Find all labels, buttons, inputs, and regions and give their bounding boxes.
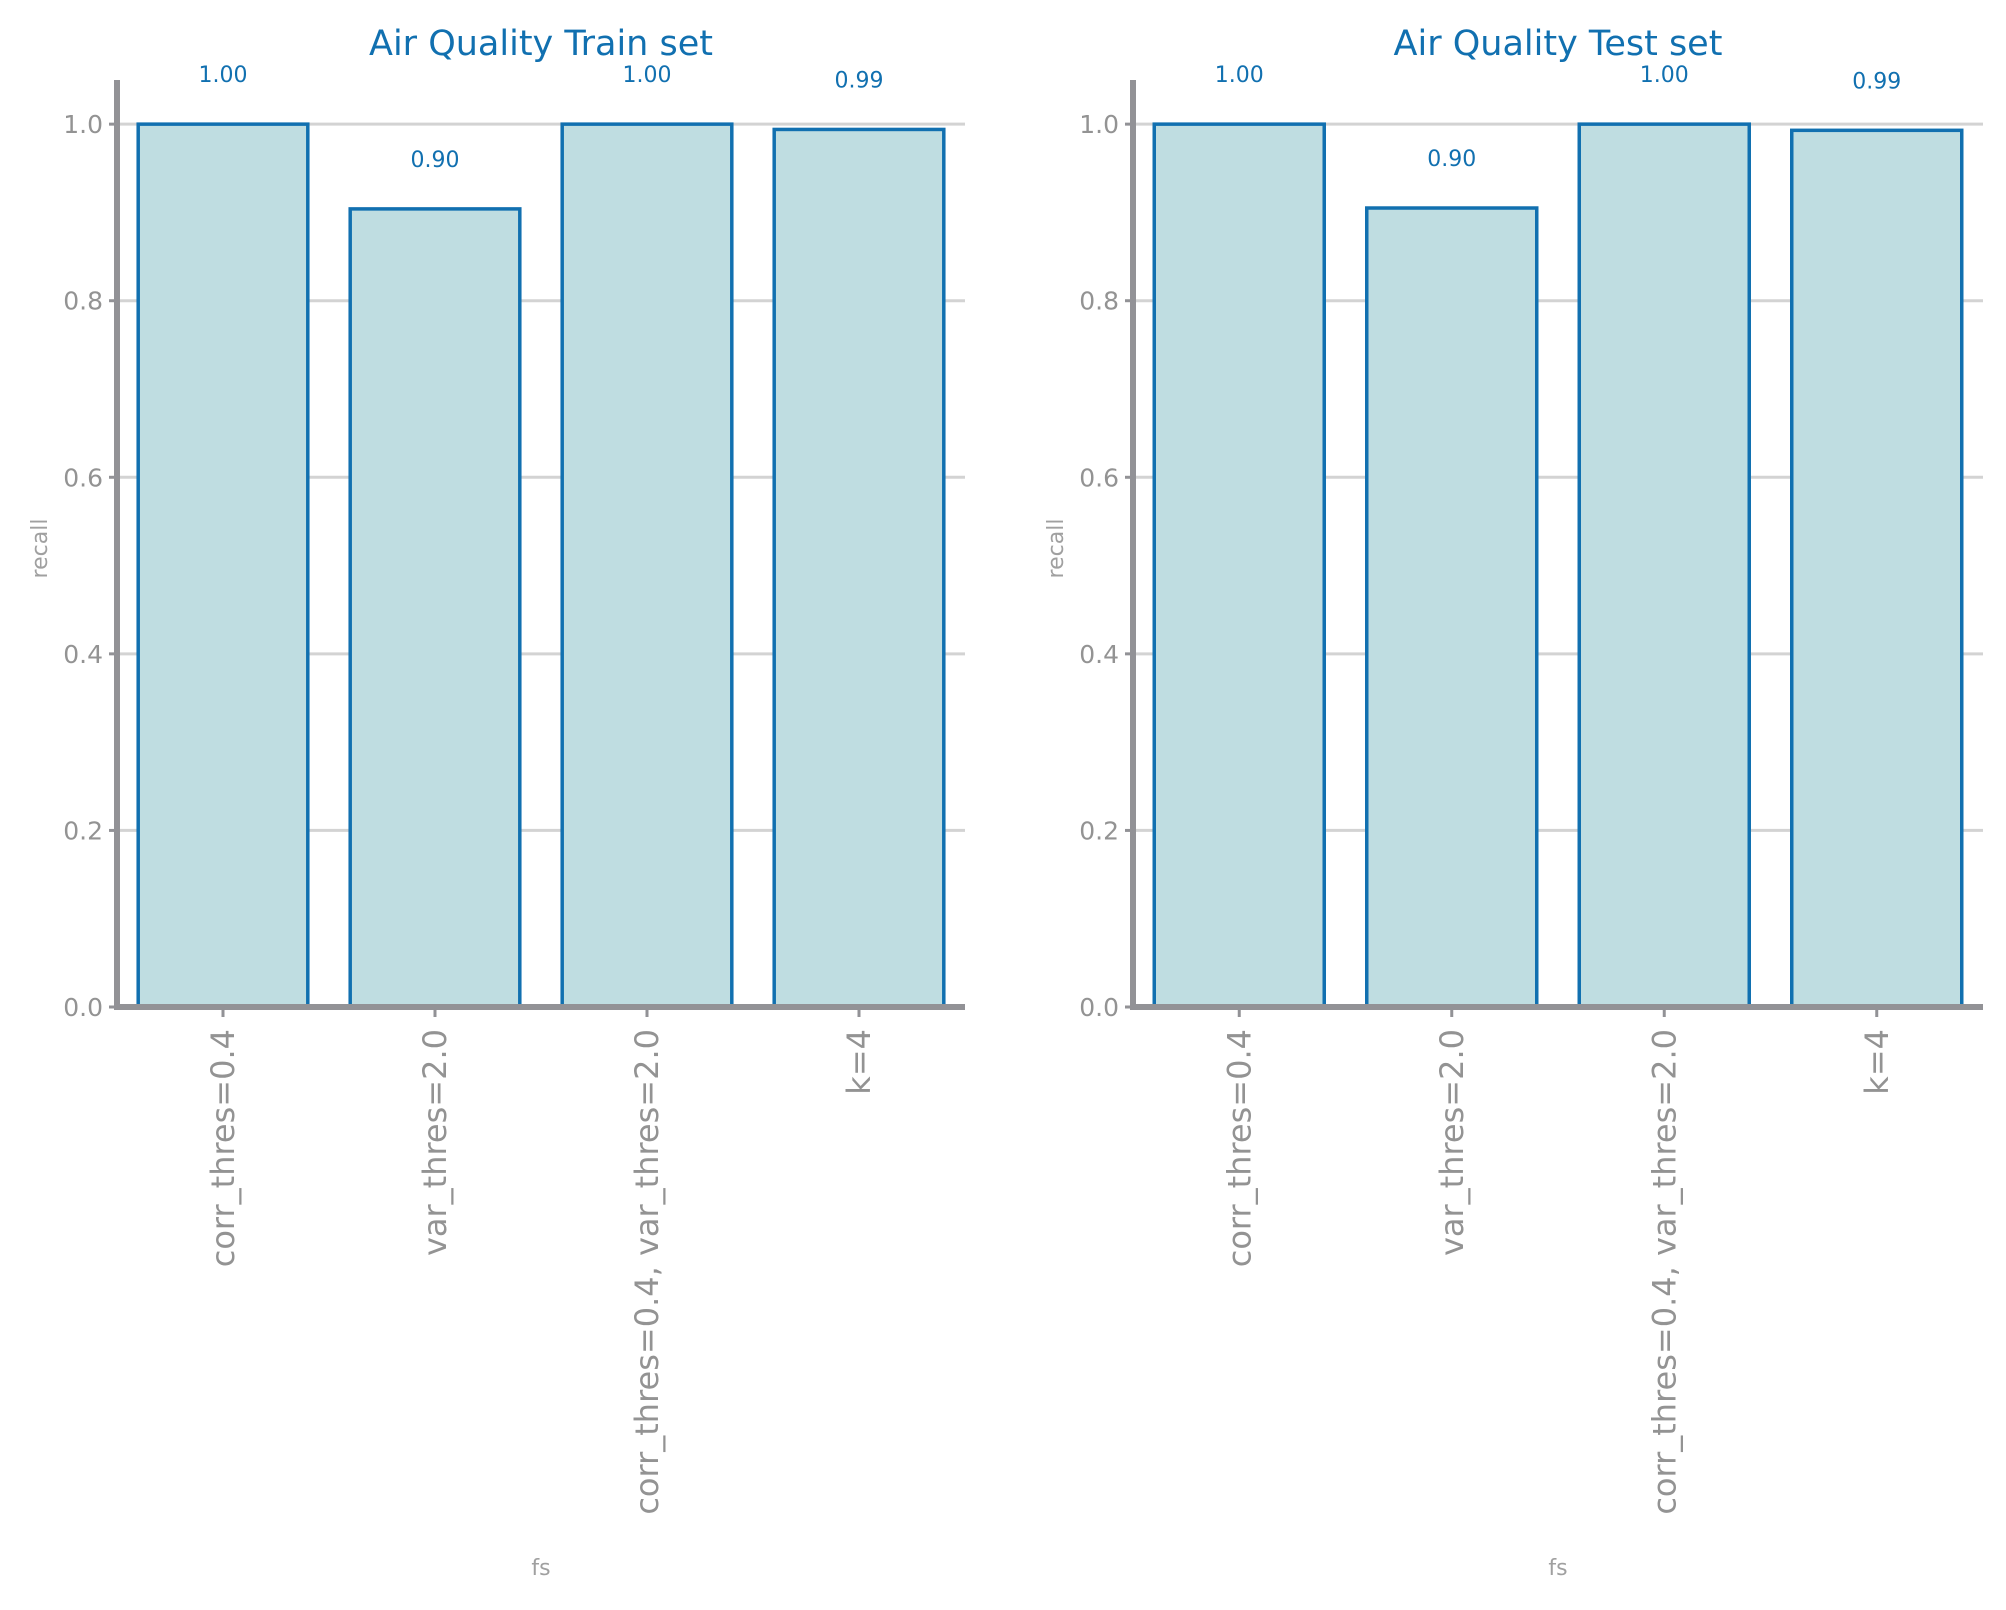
y-tick-label: 0.0 — [1079, 993, 1119, 1022]
x-tick-label: corr_thres=0.4 — [204, 1029, 242, 1267]
chart-title: Air Quality Train set — [369, 24, 713, 64]
test-set-chart: 0.0 0.2 0.4 0.6 0.8 1.0 1.00 corr_thres=0.4 0.90… — [1044, 24, 1983, 1581]
bar-value-label: 1.00 — [1215, 63, 1264, 88]
x-tick-label: corr_thres=0.4, var_thres=2.0 — [1645, 1029, 1683, 1515]
bar — [1577, 122, 1751, 1009]
y-tick-label: 0.2 — [1079, 816, 1119, 845]
y-tick-label: 0.4 — [63, 640, 103, 669]
x-tick-label: var_thres=2.0 — [1433, 1029, 1471, 1256]
bar-value-label: 0.99 — [835, 68, 884, 93]
y-tick-label: 0.6 — [1079, 463, 1119, 492]
y-tick-label: 0.0 — [63, 993, 103, 1022]
bar — [1152, 122, 1326, 1009]
chart-title: Air Quality Test set — [1394, 24, 1723, 64]
x-axis-label: fs — [531, 1556, 550, 1581]
bar-value-label: 0.90 — [411, 148, 460, 173]
y-tick-label: 0.8 — [63, 287, 103, 316]
train-set-chart: 0.0 0.2 0.4 0.6 0.8 1.0 1.00 corr_thres=0.4 0.90… — [28, 24, 965, 1581]
bar — [772, 127, 946, 1009]
y-axis-label: recall — [1044, 519, 1069, 579]
y-tick-label: 0.8 — [1079, 287, 1119, 316]
x-tick-label: k=4 — [840, 1029, 878, 1095]
x-tick-label: k=4 — [1858, 1029, 1896, 1095]
x-tick-label: var_thres=2.0 — [416, 1029, 454, 1256]
bar — [136, 122, 310, 1009]
bar-value-label: 1.00 — [623, 63, 672, 88]
bar-value-label: 0.99 — [1852, 69, 1901, 94]
bar — [1365, 206, 1539, 1009]
y-tick-label: 1.0 — [63, 110, 103, 139]
y-tick-label: 0.4 — [1079, 640, 1119, 669]
y-tick-label: 0.2 — [63, 816, 103, 845]
bar — [1790, 128, 1964, 1009]
bar-value-label: 1.00 — [1640, 63, 1689, 88]
x-axis-label: fs — [1548, 1556, 1567, 1581]
y-tick-label: 1.0 — [1079, 110, 1119, 139]
x-tick-label: corr_thres=0.4, var_thres=2.0 — [628, 1029, 666, 1515]
y-axis-label: recall — [28, 519, 53, 579]
bar-value-label: 0.90 — [1427, 147, 1476, 172]
x-tick-label: corr_thres=0.4 — [1220, 1029, 1258, 1267]
y-tick-label: 0.6 — [63, 463, 103, 492]
bar-value-label: 1.00 — [199, 63, 248, 88]
bar — [560, 122, 734, 1009]
bar — [348, 207, 522, 1009]
